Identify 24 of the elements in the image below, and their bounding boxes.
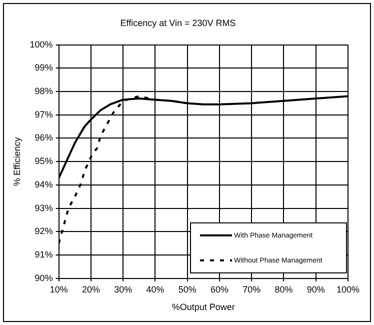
x-tick-label: 60% — [210, 284, 228, 294]
y-tick-label: 90% — [34, 272, 53, 283]
x-tick-label: 100% — [336, 284, 360, 294]
x-axis-title: %Output Power — [172, 302, 235, 312]
x-tick-label: 50% — [178, 284, 196, 294]
x-tick-label: 90% — [306, 284, 325, 294]
y-tick-label: 95% — [34, 156, 53, 166]
y-tick-label: 96% — [34, 132, 53, 143]
x-tick-label: 70% — [242, 284, 261, 294]
y-tick-label: 99% — [34, 62, 53, 73]
y-tick-label: 100% — [30, 39, 53, 50]
x-tick-label: 40% — [146, 284, 164, 294]
x-tick-label: 10% — [50, 284, 68, 294]
y-tick-label: 97% — [34, 109, 53, 120]
chart-title: Efficency at Vin = 230V RMS — [120, 18, 236, 28]
x-tick-label: 80% — [274, 284, 293, 294]
y-tick-label: 93% — [34, 202, 53, 213]
x-tick-label: 20% — [82, 284, 100, 294]
y-tick-label: 92% — [34, 226, 53, 236]
y-tick-label: 98% — [34, 86, 53, 96]
y-tick-label: 94% — [34, 179, 53, 190]
y-axis-title: % Efficiency — [12, 136, 22, 186]
y-tick-label: 91% — [34, 250, 53, 260]
x-tick-label: 30% — [114, 284, 132, 294]
